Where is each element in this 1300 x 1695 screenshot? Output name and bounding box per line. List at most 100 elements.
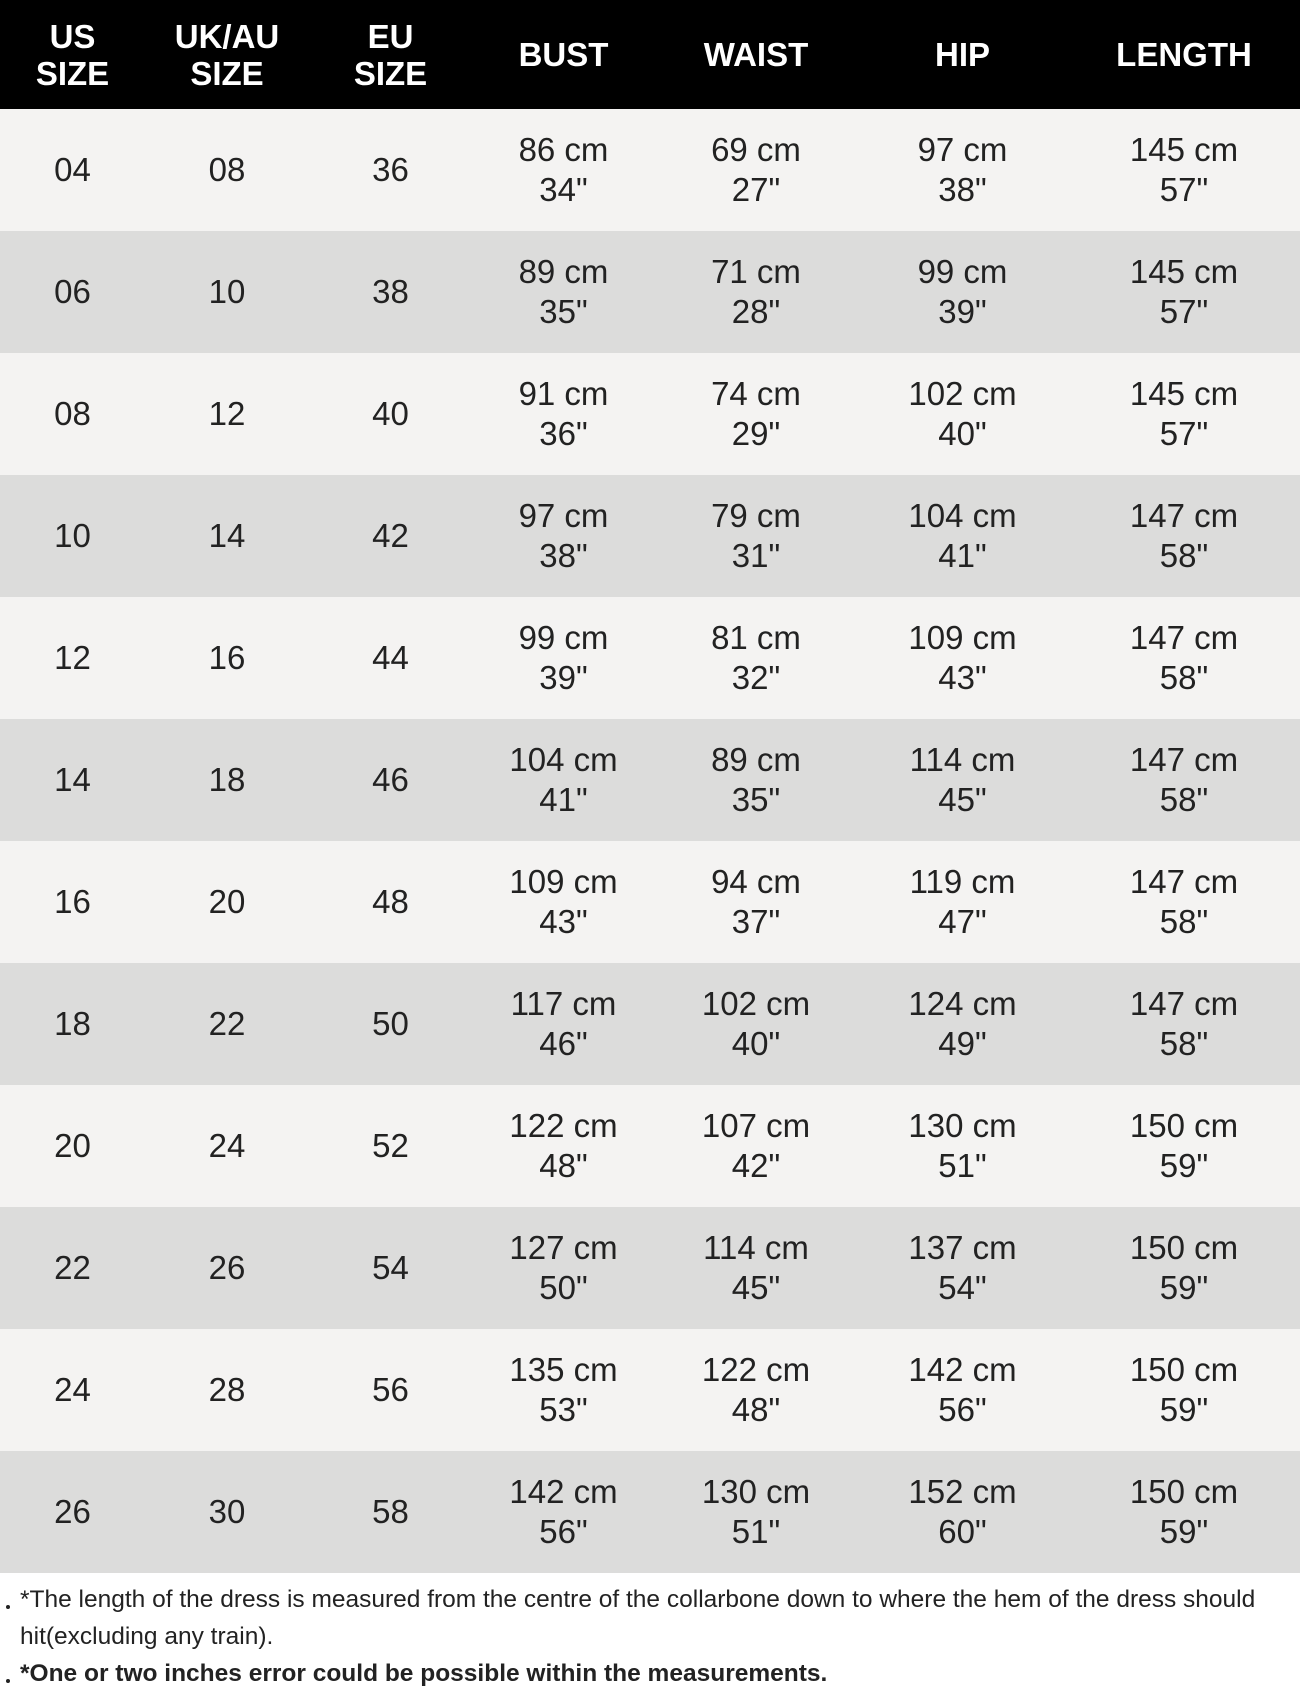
table-cell: 38 [309,231,472,353]
table-cell: 10 [0,475,145,597]
table-cell: 22 [0,1207,145,1329]
cell-text: 56" [938,1391,987,1428]
header-text: US [49,17,96,55]
cell-text: 57" [1159,171,1209,208]
cell-text: 130 cm [701,1473,811,1510]
cell-text: 37" [731,903,781,940]
cell-text: 102 cm [908,375,1017,412]
table-cell: 24 [0,1329,145,1451]
column-header: EU SIZE [309,0,472,109]
cell-text: 147 cm [1129,985,1239,1022]
table-cell: 69 cm 27" [655,109,857,231]
table-cell: 20 [145,841,309,963]
cell-text: 135 cm [509,1351,618,1388]
cell-text: 86 cm [518,131,609,168]
table-cell: 130 cm 51" [655,1451,857,1573]
table-cell: 14 [0,719,145,841]
table-cell: 16 [145,597,309,719]
table-cell: 74 cm 29" [655,353,857,475]
table-cell: 18 [0,963,145,1085]
cell-text: 57" [1159,415,1209,452]
cell-text: 29" [731,415,781,452]
table-cell: 50 [309,963,472,1085]
table-cell: 26 [0,1451,145,1573]
table-cell: 137 cm 54" [857,1207,1068,1329]
table-cell: 117 cm 46" [472,963,655,1085]
cell-text: 147 cm [1129,497,1239,534]
cell-text: 142 cm [509,1473,618,1510]
table-cell: 40 [309,353,472,475]
cell-text: 58" [1159,781,1209,818]
header-text: SIZE [190,54,264,92]
header-text: UK/AU [174,17,280,55]
cell-text: 27" [731,171,781,208]
cell-text: 59" [1159,1391,1209,1428]
cell-text: 127 cm [509,1229,618,1266]
note: *One or two inches error could be possib… [6,1655,1270,1692]
table-cell: 147 cm 58" [1068,597,1300,719]
cell-text: 41" [938,537,987,574]
table-cell: 122 cm 48" [655,1329,857,1451]
column-header: US SIZE [0,0,145,109]
cell-text: 43" [539,903,588,940]
cell-text: 150 cm [1129,1351,1239,1388]
header-text: EU [367,17,414,55]
cell-text: 124 cm [908,985,1017,1022]
table-cell: 147 cm 58" [1068,719,1300,841]
cell-text: 39" [539,659,588,696]
table-cell: 147 cm 58" [1068,963,1300,1085]
table-cell: 06 [0,231,145,353]
cell-text: 122 cm [701,1351,811,1388]
table-cell: 18 [145,719,309,841]
column-header: WAIST [655,0,857,109]
table-cell: 142 cm 56" [857,1329,1068,1451]
table-cell: 22 [145,963,309,1085]
cell-text: 145 cm [1129,253,1239,290]
cell-text: 51" [938,1147,987,1184]
header-text: SIZE [35,54,110,92]
table-cell: 12 [145,353,309,475]
cell-text: 31" [731,537,781,574]
cell-text: 145 cm [1129,131,1239,168]
cell-text: 54" [938,1269,987,1306]
cell-text: 38" [539,537,588,574]
table-cell: 150 cm 59" [1068,1451,1300,1573]
table-cell: 114 cm 45" [857,719,1068,841]
cell-text: 99 cm [917,253,1008,290]
table-cell: 48 [309,841,472,963]
cell-text: 147 cm [1129,619,1239,656]
cell-text: 89 cm [711,741,801,778]
table-cell: 147 cm 58" [1068,841,1300,963]
cell-text: 59" [1159,1269,1209,1306]
table-cell: 36 [309,109,472,231]
table-cell: 81 cm 32" [655,597,857,719]
header-text: HIP [934,36,990,73]
cell-text: 57" [1159,293,1209,330]
table-cell: 119 cm 47" [857,841,1068,963]
cell-text: 35" [539,293,588,330]
cell-text: 114 cm [703,1229,809,1266]
table-cell: 145 cm 57" [1068,109,1300,231]
cell-text: 99 cm [518,619,609,656]
cell-text: 122 cm [509,1107,618,1144]
cell-text: 46" [539,1025,588,1062]
table-cell: 16 [0,841,145,963]
table-cell: 107 cm 42" [655,1085,857,1207]
cell-text: 32" [731,659,781,696]
cell-text: 53" [539,1391,588,1428]
table-cell: 104 cm 41" [472,719,655,841]
cell-text: 51" [731,1513,781,1550]
table-cell: 08 [0,353,145,475]
cell-text: 104 cm [509,741,618,778]
table-cell: 89 cm 35" [655,719,857,841]
table-cell: 89 cm 35" [472,231,655,353]
table-cell: 86 cm 34" [472,109,655,231]
cell-text: 147 cm [1129,741,1239,778]
cell-text: 39" [938,293,987,330]
cell-text: 94 cm [711,863,801,900]
table-cell: 122 cm 48" [472,1085,655,1207]
table-cell: 04 [0,109,145,231]
cell-text: 45" [731,1269,781,1306]
cell-text: 58" [1159,659,1209,696]
table-cell: 102 cm 40" [655,963,857,1085]
